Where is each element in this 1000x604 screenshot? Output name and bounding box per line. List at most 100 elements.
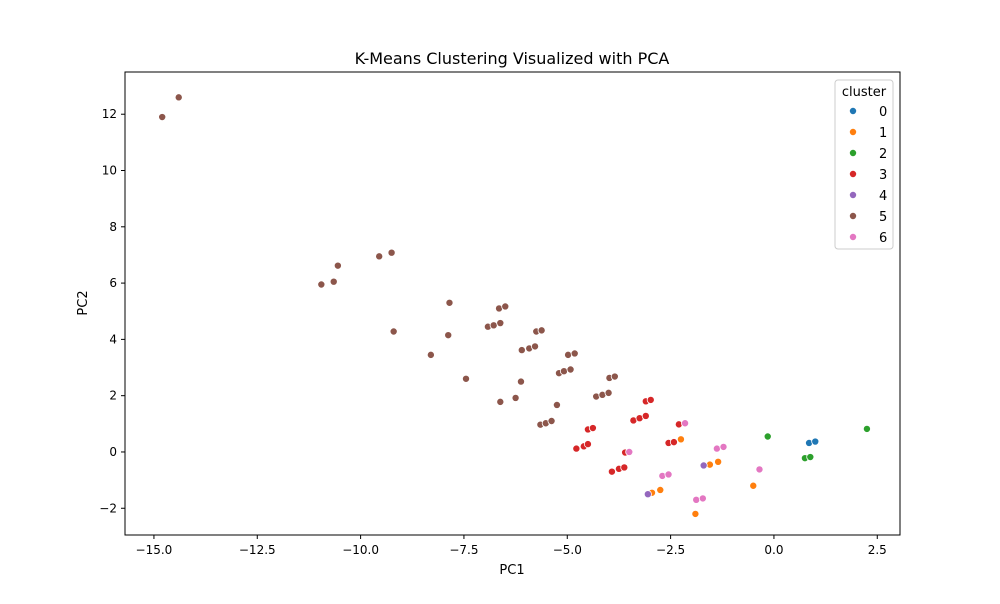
data-point [763, 432, 772, 441]
x-tick-label: −5.0 [553, 543, 582, 557]
legend-label: 6 [879, 231, 887, 246]
y-tick-label: 10 [102, 164, 117, 178]
data-point [174, 93, 183, 102]
data-point [444, 331, 453, 340]
data-point [755, 465, 764, 474]
legend-item-3: 3 [849, 168, 887, 183]
data-point [317, 280, 326, 289]
x-tick-label: −2.5 [656, 543, 685, 557]
plot-area [158, 93, 871, 518]
data-point [610, 372, 619, 381]
y-axis: −2 0 2 4 6 8 10 12 [99, 107, 125, 515]
series-cluster-4 [643, 461, 708, 499]
data-point [806, 453, 815, 462]
data-point [664, 470, 673, 479]
data-point [501, 302, 510, 311]
data-point [552, 400, 561, 409]
data-point [811, 437, 820, 446]
legend-box [834, 79, 894, 250]
y-tick-label: 8 [109, 220, 117, 234]
y-tick-label: 4 [109, 332, 117, 346]
series-cluster-0 [805, 437, 820, 447]
y-tick-label: 12 [102, 107, 117, 121]
data-point [641, 411, 650, 420]
data-point [426, 350, 435, 359]
data-point [445, 298, 454, 307]
x-axis-label: PC1 [499, 563, 524, 578]
data-point [489, 321, 498, 330]
y-axis-label: PC2 [76, 290, 91, 315]
data-point [572, 444, 581, 453]
data-point [517, 346, 526, 355]
y-tick-label: −2 [99, 501, 117, 515]
data-point [646, 395, 655, 404]
data-point [531, 342, 540, 351]
legend-label: 4 [879, 189, 887, 204]
data-point [607, 467, 616, 476]
x-tick-label: −15.0 [136, 543, 173, 557]
data-point [511, 393, 520, 402]
chart-title: K-Means Clustering Visualized with PCA [355, 49, 670, 68]
legend-label: 5 [879, 210, 887, 225]
data-point [714, 457, 723, 466]
series-cluster-3 [572, 395, 683, 476]
legend-marker [849, 169, 858, 178]
data-point [566, 365, 575, 374]
data-point [387, 248, 396, 257]
data-point [559, 367, 568, 376]
data-point [692, 495, 701, 504]
data-point [712, 444, 721, 453]
legend-item-6: 6 [849, 231, 887, 246]
data-point [656, 485, 665, 494]
legend-marker [849, 211, 858, 220]
data-point [676, 435, 685, 444]
data-point [461, 374, 470, 383]
data-point [329, 277, 338, 286]
data-point [375, 252, 384, 261]
legend-marker [849, 190, 858, 199]
x-axis: −15.0 −12.5 −10.0 −7.5 −5.0 −2.5 0.0 2.5 [136, 535, 887, 557]
legend-title: cluster [842, 85, 887, 100]
x-tick-label: 2.5 [868, 543, 887, 557]
data-point [537, 326, 546, 335]
legend-label: 0 [879, 105, 887, 120]
data-point [698, 494, 707, 503]
data-point [625, 447, 634, 456]
legend-item-0: 0 [849, 105, 887, 120]
x-tick-label: −10.0 [342, 543, 379, 557]
data-point [158, 113, 167, 122]
data-point [570, 349, 579, 358]
data-point [389, 327, 398, 336]
data-point [496, 319, 505, 328]
data-point [516, 377, 525, 386]
legend-label: 3 [879, 168, 887, 183]
data-point [699, 461, 708, 470]
y-tick-label: 2 [109, 389, 117, 403]
legend-marker [849, 127, 858, 136]
data-point [588, 424, 597, 433]
data-point [669, 438, 678, 447]
data-point [496, 397, 505, 406]
data-point [681, 419, 690, 428]
series-cluster-6 [625, 419, 764, 504]
data-point [547, 417, 556, 426]
legend-item-4: 4 [849, 189, 887, 204]
legend-label: 1 [879, 126, 887, 141]
data-point [333, 261, 342, 270]
y-tick-label: 6 [109, 276, 117, 290]
data-point [564, 350, 573, 359]
legend: cluster 0 1 2 3 4 5 6 [834, 79, 894, 250]
series-cluster-2 [763, 424, 871, 463]
legend-marker [849, 148, 858, 157]
data-point [719, 442, 728, 451]
legend-marker [849, 107, 858, 116]
legend-item-2: 2 [849, 147, 887, 162]
legend-marker [849, 232, 858, 241]
legend-item-5: 5 [849, 210, 887, 225]
series-cluster-5 [158, 93, 619, 429]
x-tick-label: 0.0 [764, 543, 783, 557]
data-point [643, 490, 652, 499]
data-point [862, 424, 871, 433]
